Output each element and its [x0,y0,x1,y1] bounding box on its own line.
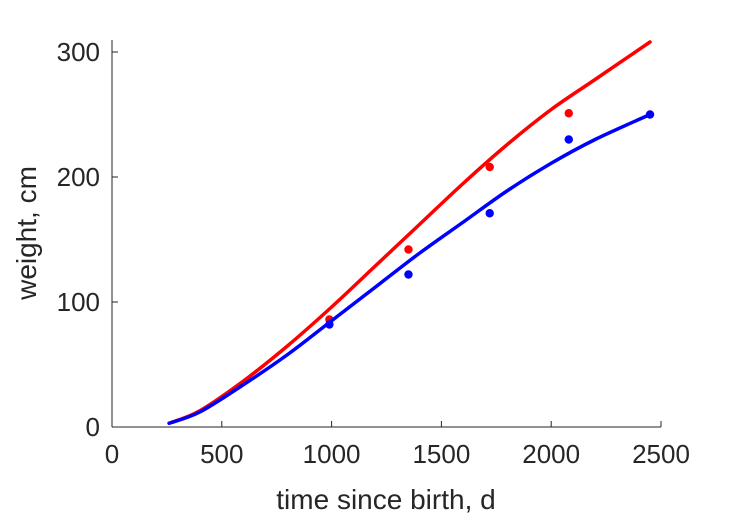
axes [111,40,661,428]
data-point [325,320,334,329]
y-tick-label: 0 [86,412,100,442]
y-tick-label: 300 [57,37,100,67]
series-layer [167,40,655,425]
series-line [167,112,652,425]
series-1 [167,110,655,425]
x-tick-label: 1500 [412,439,470,469]
data-point [564,109,573,118]
x-tick-label: 2500 [632,439,690,469]
series-line [167,40,652,425]
data-point [564,135,573,144]
x-tick-label: 1000 [303,439,361,469]
y-ticks: 0 100 200 300 [57,37,118,442]
data-point [645,110,655,119]
y-tick-label: 200 [57,162,100,192]
data-point [485,209,494,218]
series-0 [167,40,652,425]
x-tick-label: 0 [105,439,119,469]
y-tick-label: 100 [57,287,100,317]
data-point [485,162,494,172]
x-ticks: 0 500 1000 1500 2000 2500 [105,421,690,469]
x-axis-label: time since birth, d [276,484,495,515]
x-tick-label: 500 [200,439,243,469]
x-tick-label: 2000 [522,439,580,469]
y-axis-label: weight, cm [11,166,42,301]
data-point [404,270,413,279]
data-point [404,245,413,254]
